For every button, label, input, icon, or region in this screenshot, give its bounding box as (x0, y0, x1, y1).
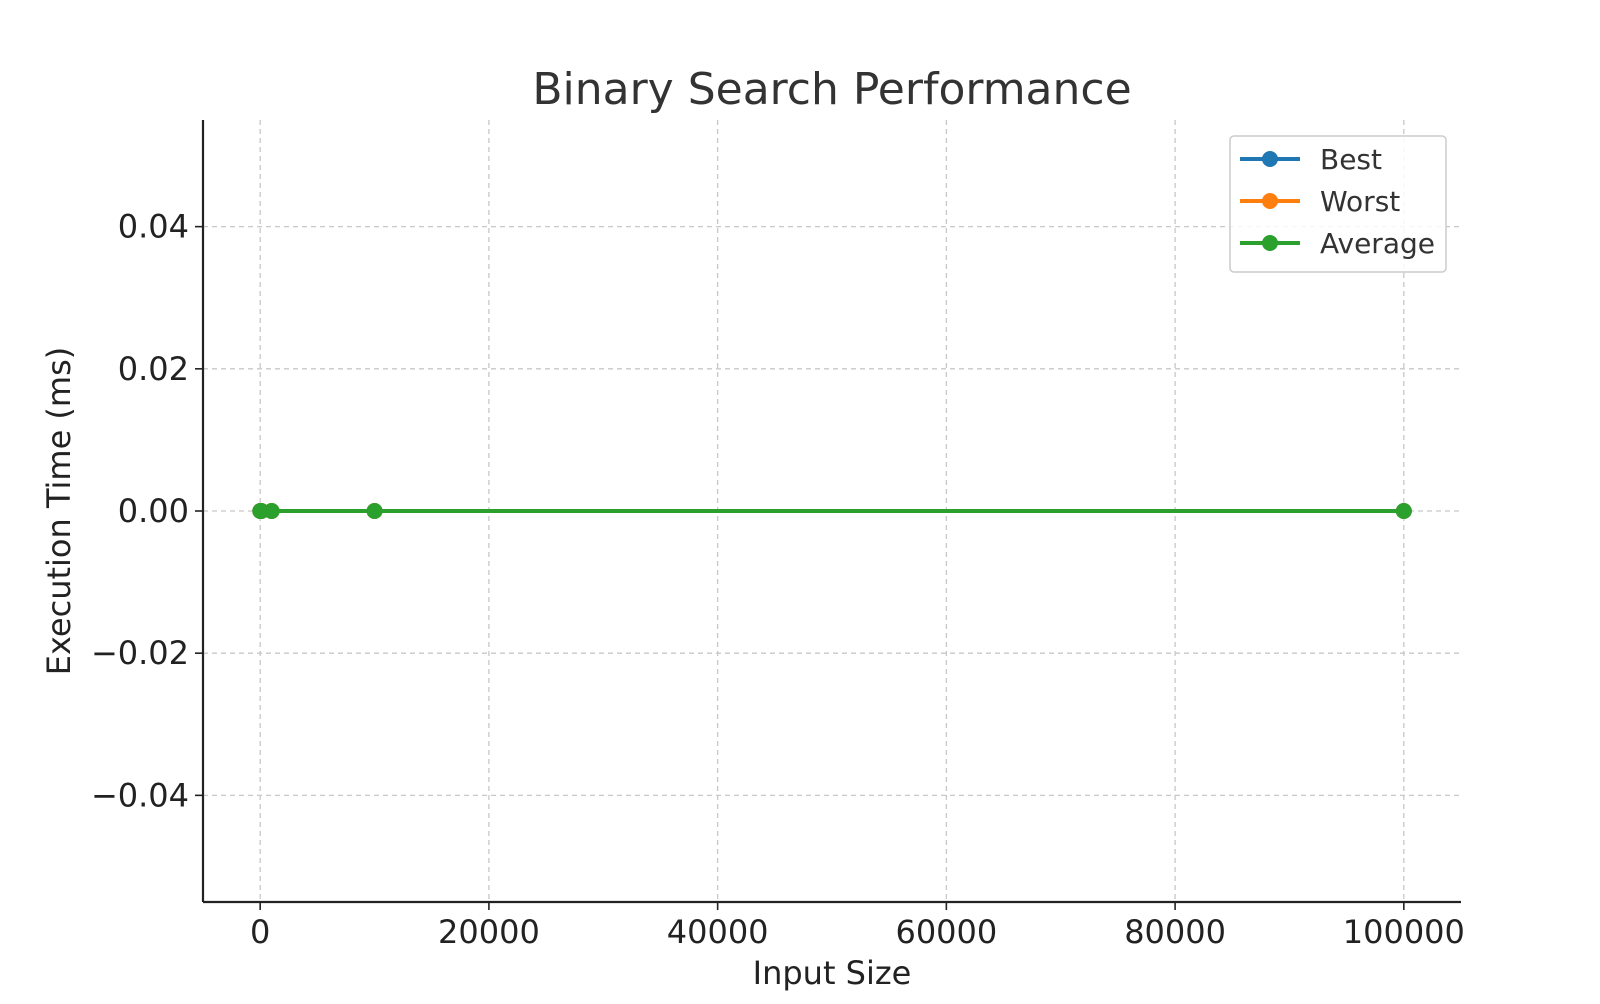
x-tick-label: 0 (250, 913, 270, 951)
y-ticks: −0.04 −0.02 0.00 0.02 0.04 (91, 208, 203, 814)
x-ticks: 0 20000 40000 60000 80000 100000 (250, 902, 1465, 951)
data-point (1395, 503, 1412, 519)
legend-swatch-marker (1262, 193, 1278, 209)
y-tick-label: 0.04 (118, 208, 189, 246)
series-average (252, 503, 1412, 519)
legend-item-worst: Worst (1240, 185, 1400, 218)
data-point (263, 503, 280, 519)
series-layer (252, 503, 1412, 519)
data-point (366, 503, 383, 519)
chart-title: Binary Search Performance (532, 64, 1131, 115)
legend-label: Worst (1320, 185, 1400, 218)
legend-swatch-marker (1262, 151, 1278, 167)
y-axis-label: Execution Time (ms) (40, 347, 78, 676)
legend-label: Average (1320, 227, 1435, 260)
x-tick-label: 60000 (895, 913, 997, 951)
x-tick-label: 40000 (667, 913, 769, 951)
legend-label: Best (1320, 143, 1382, 176)
x-axis-label: Input Size (753, 954, 912, 992)
legend: Best Worst Average (1229, 135, 1447, 273)
legend-swatch-marker (1262, 235, 1278, 251)
legend-box (1229, 135, 1447, 273)
x-tick-label: 20000 (438, 913, 540, 951)
x-tick-label: 80000 (1124, 913, 1226, 951)
x-tick-label: 100000 (1343, 913, 1465, 951)
y-tick-label: −0.04 (91, 776, 189, 814)
y-tick-label: 0.00 (118, 492, 189, 530)
y-tick-label: 0.02 (118, 350, 189, 388)
legend-item-best: Best (1240, 143, 1382, 176)
legend-item-average: Average (1240, 227, 1435, 260)
y-tick-label: −0.02 (91, 634, 189, 672)
